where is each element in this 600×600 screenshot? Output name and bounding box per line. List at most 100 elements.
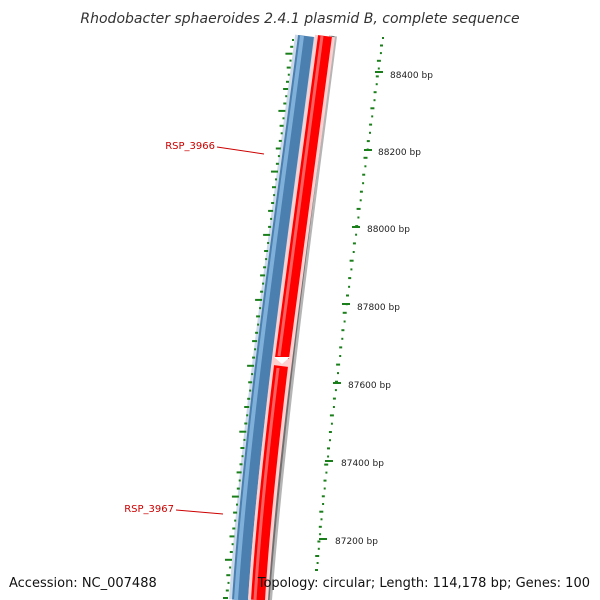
gc-skew-mark [322,503,325,505]
gc-skew-mark [229,535,235,538]
gc-skew-mark [238,479,241,482]
position-label: 87400 bp [341,459,384,469]
position-tick [319,538,327,540]
gc-skew-mark [265,258,268,261]
gc-skew-mark [352,242,356,245]
gc-skew-mark [373,99,376,102]
gc-skew-mark [252,340,258,343]
gc-skew-mark [376,59,381,62]
gc-skew-mark [325,471,328,474]
gc-skew-mark [330,422,333,425]
gc-skew-mark [285,52,293,55]
gc-skew-mark [341,329,345,332]
gc-skew-mark [280,132,283,135]
gc-skew-mark [382,37,384,39]
gene-label-text[interactable]: RSP_3966 [165,141,215,152]
gc-skew-mark [257,323,260,326]
gc-skew-mark [289,59,292,62]
gc-skew-mark [362,182,365,185]
gc-skew-mark [229,551,233,553]
gc-skew-mark [226,574,231,577]
gc-skew-mark [332,397,336,400]
gene-label-rsp-3966[interactable]: RSP_3966 [165,141,265,155]
gc-skew-mark [350,268,353,271]
gc-skew-mark [259,307,262,310]
gc-skew-mark [343,320,346,323]
gc-skew-mark [271,202,275,204]
position-tick [352,226,360,228]
map-title: Rhodobacter sphaeroides 2.4.1 plasmid B,… [80,11,519,27]
gc-skew-mark [290,45,294,48]
gc-skew-mark [272,186,276,189]
gc-skew-mark [286,66,291,69]
position-tick [364,149,372,151]
gc-skew-mark [283,88,289,90]
gc-skew-mark [334,389,337,392]
gc-skew-mark [254,348,257,351]
gc-skew-mark [256,315,261,318]
gene-label-rsp-3967[interactable]: RSP_3967 [124,504,224,515]
gc-skew-mark [234,519,237,522]
gc-skew-mark [317,547,320,550]
gc-skew-mark [262,282,265,285]
reverse-gene-arc-lower [251,365,288,600]
gc-skew-mark [336,363,341,366]
gc-skew-mark [255,331,259,334]
gc-skew-mark [329,439,331,442]
gc-skew-mark [356,207,361,210]
gc-skew-mark [348,277,352,280]
gc-skew-mark [355,233,358,236]
position-tick [342,303,350,305]
gc-skew-mark [263,266,267,269]
gc-skew-mark [268,209,274,212]
gc-skew-mark [329,414,334,417]
gc-skew-mark [324,463,329,466]
position-label: 87200 bp [335,537,378,547]
gc-skew-mark [321,495,325,498]
gc-skew-mark [292,39,294,41]
position-label: 87800 bp [357,303,400,313]
reverse-gene-arc-upper [275,35,332,359]
gc-skew-mark [316,562,319,564]
gc-skew-mark [318,525,322,528]
gc-skew-mark [239,463,243,466]
gc-skew-mark [328,431,332,433]
position-tick [375,71,383,73]
gc-skew-mark [369,123,373,126]
gc-skew-mark [223,597,228,599]
gc-skew-mark [379,52,382,55]
gc-skew-mark [286,80,289,83]
gc-skew-mark [240,447,245,449]
position-label: 88000 bp [367,225,410,235]
gc-skew-mark [270,217,273,220]
gc-skew-mark [247,364,255,367]
gc-skew-mark [323,487,326,490]
gc-skew-mark [337,372,339,375]
position-tick [325,460,333,462]
gc-skew-mark [285,95,288,98]
gc-skew-mark [346,294,349,297]
position-scale: 88400 bp 88200 bp 88000 bp 87800 bp 8760… [319,71,433,547]
gc-skew-mark [231,495,239,498]
gc-skew-mark [232,527,236,530]
gc-skew-mark [369,131,371,134]
gc-skew-mark [363,156,368,159]
gc-skew-mark [341,337,344,340]
gc-skew-mark [349,259,354,262]
gc-skew-mark [359,199,362,202]
gc-skew-mark [315,569,318,571]
gc-skew-mark [339,355,342,357]
gc-skew-mark [278,109,286,112]
accession-text: Accession: NC_007488 [9,576,157,591]
gene-label-text[interactable]: RSP_3967 [124,504,174,515]
gc-skew-mark [380,44,383,47]
gc-skew-mark [335,380,338,383]
gene-boundary-arrow [274,357,290,364]
gc-skew-mark [271,170,278,173]
gc-skew-mark [260,290,264,293]
gc-skew-mark [319,533,322,536]
position-label: 87600 bp [348,381,391,391]
gc-skew-mark [287,73,290,76]
gc-skew-mark [231,543,234,546]
